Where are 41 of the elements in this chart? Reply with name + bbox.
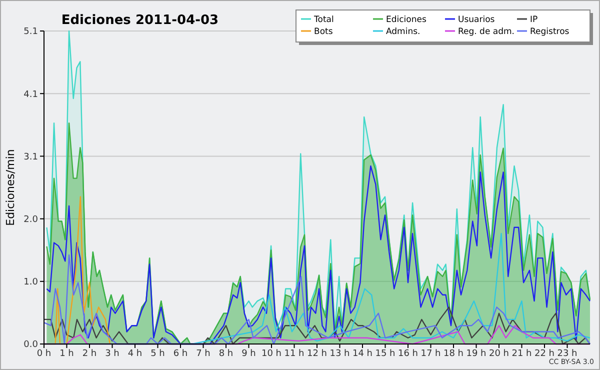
y-axis-title: Ediciones/min	[4, 149, 17, 226]
chart-title: Ediciones 2011-04-03	[61, 13, 219, 28]
legend-label: Usuarios	[458, 14, 496, 25]
x-tick-label: 17 h	[420, 349, 441, 359]
legend-label: Reg. de adm.	[458, 26, 514, 37]
x-tick-label: 21 h	[512, 349, 532, 359]
y-tick-label: 3.1	[24, 152, 38, 162]
x-tick-label: 8 h	[218, 349, 234, 359]
x-tick-label: 0 h	[36, 349, 52, 359]
x-tick-label: 1 h	[60, 349, 74, 359]
x-tick-label: 22 h	[534, 349, 555, 359]
x-tick-label: 2 h	[82, 349, 97, 359]
y-tick-label: 2.0	[24, 214, 38, 225]
x-tick-label: 16 h	[398, 349, 418, 359]
x-tick-label: 13 h	[330, 349, 350, 359]
legend-label: IP	[530, 14, 538, 25]
y-tick-label: 1.0	[24, 278, 38, 288]
x-tick-label: 5 h	[150, 349, 165, 359]
x-tick-label: 9 h	[242, 349, 256, 359]
x-tick-label: 7 h	[196, 349, 210, 359]
x-tick-label: 15 h	[375, 349, 396, 359]
x-tick-label: 11 h	[284, 349, 304, 359]
x-tick-label: 23 h	[557, 349, 578, 359]
x-tick-label: 18 h	[443, 349, 464, 359]
y-tick-label: 5.1	[24, 27, 38, 38]
x-tick-label: 3 h	[105, 349, 120, 359]
x-tick-label: 19 h	[466, 349, 486, 359]
x-tick-label: 20 h	[488, 349, 510, 359]
y-tick-label: 4.1	[24, 90, 38, 100]
legend-label: Ediciones	[386, 14, 427, 25]
x-tick-label: 6 h	[173, 349, 188, 359]
legend-label: Registros	[530, 26, 570, 37]
x-tick-label: 12 h	[306, 349, 328, 359]
x-tick-label: 14 h	[352, 349, 373, 359]
legend-label: Total	[313, 14, 334, 25]
line-series	[46, 165, 591, 345]
y-tick-label: 0.0	[24, 340, 38, 350]
legend-label: Bots	[314, 26, 334, 37]
x-tick-label: 4 h	[128, 349, 142, 359]
x-tick-label: 10 h	[261, 349, 282, 359]
legend-label: Admins.	[386, 26, 420, 37]
